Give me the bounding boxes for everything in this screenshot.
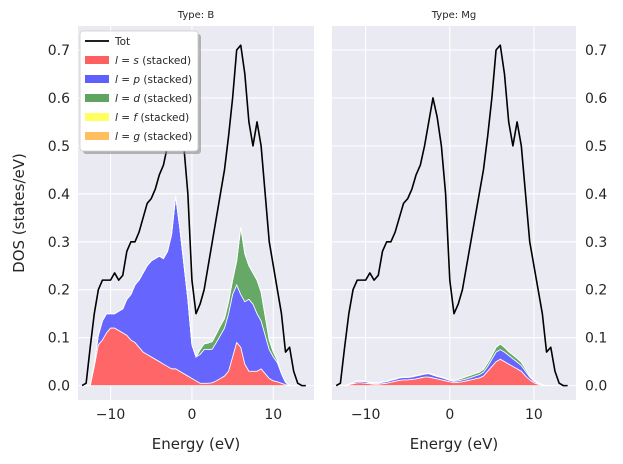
- y-tick-label: 0.6: [585, 91, 607, 107]
- panel-type-mg: Type: Mg −10 0 10 0.0 0.1 0.2 0.3 0.4 0.5 0.6 0.7 En…: [332, 10, 607, 453]
- area-l-g-stacked: [82, 196, 306, 387]
- y-tick-label: 0.1: [48, 331, 70, 347]
- y-axis-label: DOS (states/eV): [10, 153, 28, 273]
- legend: Tot l = s (stacked) l = p (stacked) l = d (…: [79, 30, 201, 154]
- legend-label: l = s (stacked): [115, 55, 191, 67]
- y-tick-label: 0.3: [48, 235, 70, 251]
- x-tick-label: 10: [264, 407, 282, 423]
- x-tick-label: 0: [445, 407, 454, 423]
- y-tick-label: 0.2: [48, 283, 70, 299]
- y-tick-label: 0.6: [48, 91, 70, 107]
- plot-background: [332, 26, 576, 400]
- legend-box: [79, 30, 199, 152]
- y-tick-label: 0.2: [585, 283, 607, 299]
- legend-label: l = f (stacked): [115, 112, 189, 124]
- y-tick-label: 0.3: [585, 235, 607, 251]
- legend-swatch-l-p-stacked: [85, 75, 109, 83]
- y-tick-label: 0.7: [585, 43, 607, 59]
- legend-label: l = p (stacked): [115, 74, 192, 86]
- panel-title: Type: B: [177, 10, 215, 21]
- legend-label: l = d (stacked): [115, 93, 192, 105]
- x-axis-label: Energy (eV): [152, 435, 240, 453]
- x-tick-label: 10: [525, 407, 543, 423]
- legend-swatch-l-g-stacked: [85, 132, 109, 140]
- x-axis-label: Energy (eV): [410, 435, 498, 453]
- y-tick-label: 0.5: [48, 139, 70, 155]
- y-tick-label: 0.4: [585, 187, 607, 203]
- area-l-g-stacked: [336, 343, 568, 387]
- x-tick-label: −10: [96, 407, 126, 423]
- legend-label: Tot: [114, 36, 130, 48]
- legend-label: l = g (stacked): [115, 131, 192, 143]
- x-tick-label: −10: [351, 407, 381, 423]
- panel-title: Type: Mg: [431, 10, 477, 21]
- legend-swatch-l-f-stacked: [85, 113, 109, 121]
- y-tick-label: 0.5: [585, 139, 607, 155]
- y-tick-label: 0.1: [585, 331, 607, 347]
- line-tot: [335, 44, 568, 387]
- y-tick-label: 0.4: [48, 187, 70, 203]
- y-tick-label: 0.0: [48, 379, 70, 395]
- y-tick-label: 0.0: [585, 379, 607, 395]
- y-tick-label: 0.7: [48, 43, 70, 59]
- x-tick-label: 0: [187, 407, 196, 423]
- legend-swatch-l-s-stacked: [85, 56, 109, 64]
- legend-swatch-l-d-stacked: [85, 94, 109, 102]
- line-tot: [81, 44, 306, 387]
